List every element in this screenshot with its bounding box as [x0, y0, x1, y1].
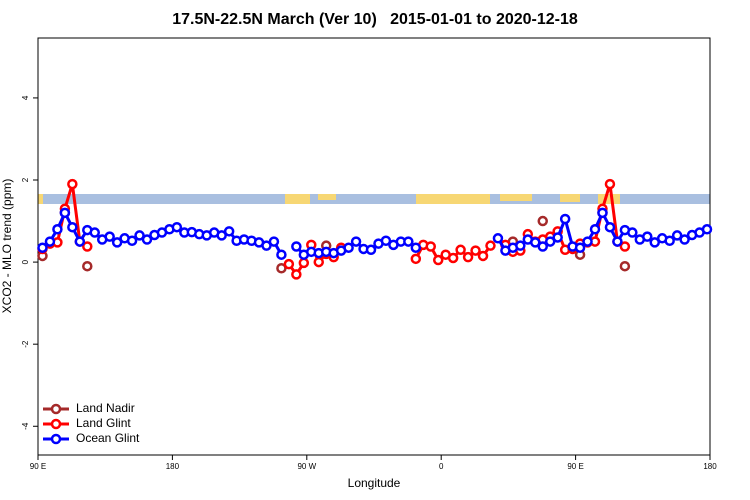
y-tick-label: -2	[21, 340, 30, 348]
data-point	[612, 236, 623, 247]
legend-label: Land Nadir	[76, 401, 135, 415]
data-point	[141, 234, 153, 245]
data-point	[134, 230, 145, 241]
legend-label: Ocean Glint	[76, 431, 140, 445]
data-point	[52, 224, 63, 235]
data-point	[67, 178, 78, 190]
data-point	[559, 213, 571, 225]
data-point	[470, 245, 481, 256]
data-point	[492, 233, 504, 244]
y-tick-label: -4	[21, 422, 30, 430]
data-point	[89, 227, 100, 238]
data-point	[582, 236, 593, 247]
data-point	[619, 241, 631, 252]
x-tick-label: 180	[703, 462, 717, 471]
data-point	[82, 260, 93, 272]
data-point	[425, 241, 436, 252]
data-point	[365, 244, 377, 256]
legend-swatch-marker	[50, 403, 62, 415]
land-band	[285, 194, 310, 204]
y-axis-label: XCO2 - MLO trend (ppm)	[0, 179, 14, 314]
data-point	[343, 242, 354, 253]
data-point	[604, 178, 616, 190]
data-point	[574, 242, 586, 253]
data-point	[268, 236, 280, 247]
legend-swatch-marker	[50, 433, 62, 445]
data-point	[37, 242, 48, 253]
data-point	[291, 269, 302, 280]
data-point	[44, 236, 56, 247]
chart-title: 17.5N-22.5N March (Ver 10) 2015-01-01 to…	[172, 11, 578, 28]
land-band	[500, 194, 532, 201]
x-tick-label: 0	[439, 462, 444, 471]
data-point	[432, 254, 444, 266]
data-point	[82, 241, 93, 252]
data-point	[104, 231, 115, 242]
data-point	[276, 249, 287, 260]
data-point	[462, 251, 474, 263]
land-band	[38, 194, 43, 204]
data-point	[171, 221, 183, 233]
y-tick-label: 2	[21, 177, 30, 182]
data-point	[679, 234, 690, 245]
x-tick-label: 180	[166, 462, 180, 471]
data-point	[126, 235, 138, 247]
data-point	[276, 263, 287, 274]
data-point	[604, 221, 616, 233]
data-point	[649, 237, 660, 248]
data-point	[403, 236, 414, 247]
land-band	[318, 194, 336, 200]
data-point	[350, 236, 362, 247]
land-band	[560, 194, 580, 202]
x-tick-label: 90 E	[567, 462, 583, 471]
data-point	[515, 240, 526, 251]
data-point	[455, 244, 466, 256]
data-point	[410, 242, 422, 253]
data-point	[671, 230, 683, 241]
x-tick-label: 90 W	[297, 462, 316, 471]
data-point	[261, 240, 272, 251]
data-point	[552, 232, 563, 243]
data-point	[67, 221, 78, 233]
x-tick-label: 90 E	[30, 462, 46, 471]
land-band	[416, 194, 490, 204]
data-point	[59, 207, 71, 219]
data-point	[537, 215, 548, 227]
data-point	[283, 258, 295, 270]
land-ocean-strip	[38, 194, 710, 204]
data-point	[380, 235, 392, 247]
data-point	[701, 224, 713, 235]
land-band	[598, 194, 620, 204]
data-point	[530, 237, 541, 248]
data-point	[216, 230, 227, 241]
x-axis-label: Longitude	[348, 476, 401, 490]
data-point	[664, 235, 675, 247]
data-point	[485, 240, 496, 251]
y-tick-label: 4	[21, 95, 30, 100]
data-point	[291, 241, 302, 252]
data-point	[410, 253, 422, 265]
legend-swatch-marker	[50, 418, 62, 430]
data-point	[642, 231, 653, 242]
data-point	[313, 256, 324, 268]
data-point	[477, 250, 489, 262]
data-point	[74, 236, 86, 247]
data-point	[589, 224, 601, 235]
data-point	[537, 241, 548, 252]
data-point	[597, 207, 608, 219]
data-point	[298, 257, 310, 269]
series	[37, 207, 713, 260]
ocean-band	[38, 194, 710, 204]
data-point	[544, 236, 556, 247]
data-point	[627, 227, 638, 238]
legend-label: Land Glint	[76, 416, 131, 430]
data-point	[619, 260, 631, 272]
data-point	[223, 226, 235, 237]
data-point	[447, 252, 459, 264]
data-point	[111, 237, 123, 248]
y-tick-label: 0	[21, 259, 30, 264]
